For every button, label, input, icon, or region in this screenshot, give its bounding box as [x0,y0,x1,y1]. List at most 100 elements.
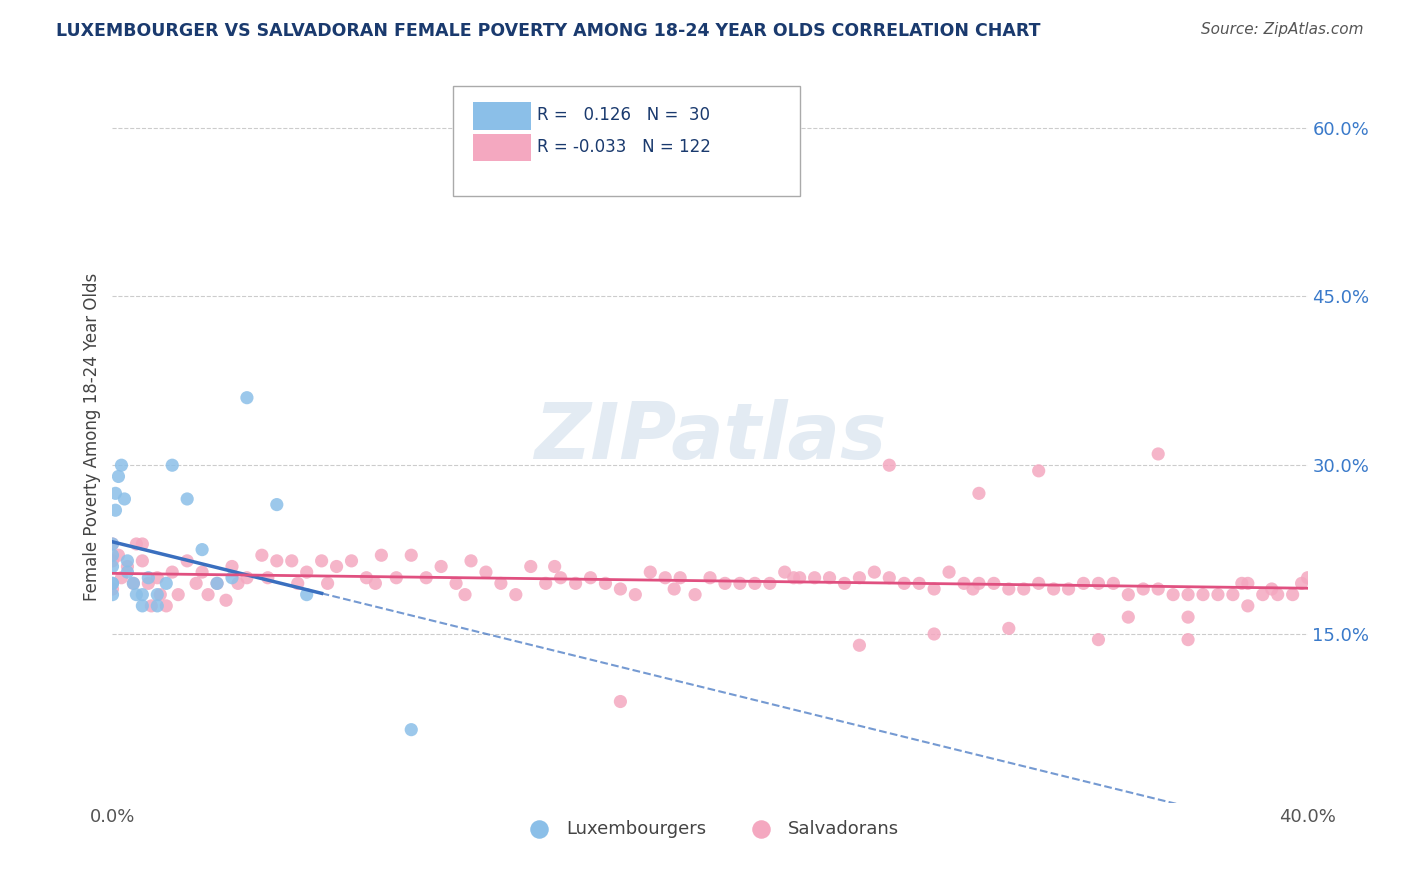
Point [848,571,870,585]
Point [340,554,363,568]
Point [1087,632,1109,647]
Point [110,571,132,585]
Point [1192,588,1215,602]
Point [879,571,901,585]
Point [155,599,177,613]
Point [664,582,686,596]
Point [176,491,198,506]
FancyBboxPatch shape [474,102,531,130]
Point [149,588,172,602]
Point [311,554,333,568]
Point [114,491,135,506]
Point [1028,576,1050,591]
Point [1057,582,1080,596]
Point [728,576,751,591]
Point [122,576,145,591]
Text: Source: ZipAtlas.com: Source: ZipAtlas.com [1201,22,1364,37]
Point [110,458,132,473]
Point [117,554,139,568]
Point [879,458,901,473]
Point [460,554,482,568]
Text: R =   0.126   N =  30: R = 0.126 N = 30 [537,106,710,124]
Point [1012,582,1035,596]
Point [624,588,647,602]
Point [356,571,378,585]
Point [146,599,169,613]
Point [922,582,945,596]
Point [101,559,124,574]
Point [101,554,124,568]
Point [141,599,163,613]
Point [205,576,228,591]
Point [385,571,408,585]
Point [683,588,706,602]
Point [654,571,676,585]
Point [475,565,498,579]
Point [415,571,437,585]
Point [967,486,990,500]
Point [101,576,124,591]
Point [104,503,127,517]
Text: LUXEMBOURGER VS SALVADORAN FEMALE POVERTY AMONG 18-24 YEAR OLDS CORRELATION CHAR: LUXEMBOURGER VS SALVADORAN FEMALE POVERT… [56,22,1040,40]
Point [131,554,153,568]
Point [1147,447,1170,461]
Point [1147,582,1170,596]
Point [131,599,153,613]
Point [236,571,259,585]
Point [962,582,984,596]
Point [401,723,423,737]
Point [579,571,602,585]
Point [609,582,631,596]
Point [520,559,543,574]
Point [863,565,886,579]
Point [226,576,249,591]
Point [370,548,392,562]
Point [998,621,1021,635]
Point [205,576,228,591]
Point [1230,576,1253,591]
Point [155,576,177,591]
Point [893,576,915,591]
Point [543,559,565,574]
Point [117,559,139,574]
FancyBboxPatch shape [453,86,800,195]
Point [117,565,139,579]
Point [257,571,280,585]
Point [101,548,124,562]
Point [1237,599,1260,613]
Point [1118,610,1140,624]
Point [505,588,527,602]
Point [430,559,453,574]
Point [1073,576,1095,591]
Point [101,588,124,602]
Point [834,576,856,591]
Point [101,537,124,551]
Point [1042,582,1064,596]
Point [922,627,945,641]
Point [236,391,259,405]
Point [1267,588,1289,602]
Point [714,576,737,591]
Point [162,458,183,473]
Point [534,576,557,591]
Point [773,565,796,579]
Point [1177,610,1199,624]
Point [818,571,841,585]
Point [125,537,148,551]
Point [325,559,347,574]
Point [281,554,304,568]
Point [1261,582,1284,596]
Point [295,565,318,579]
Point [489,576,512,591]
Point [783,571,806,585]
Point [908,576,931,591]
Point [131,537,153,551]
Point [122,576,145,591]
Point [1222,588,1244,602]
Point [1087,576,1109,591]
Point [1291,576,1313,591]
Point [364,576,387,591]
Point [162,565,183,579]
Point [107,548,129,562]
Point [640,565,662,579]
